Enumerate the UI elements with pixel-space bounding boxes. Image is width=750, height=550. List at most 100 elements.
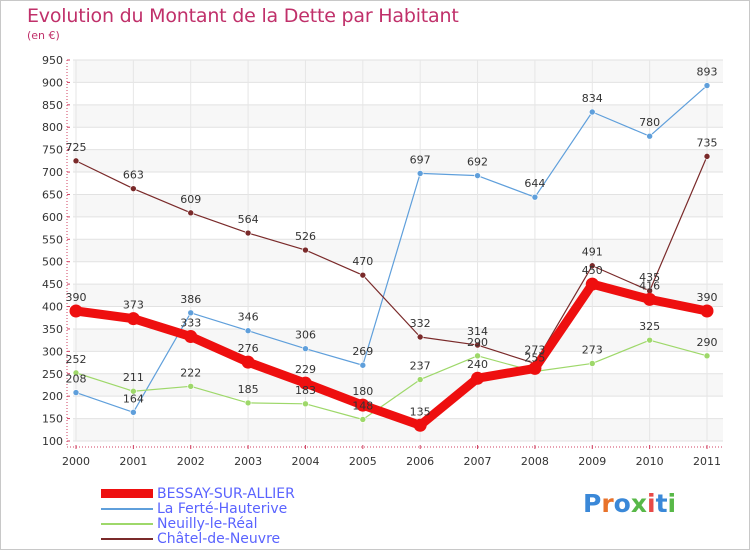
grid-band [73,284,723,307]
data-point-1 [72,389,80,396]
data-label: 314 [467,325,488,338]
legend-swatch [101,522,153,525]
data-point-1 [531,193,539,201]
x-tick-label: 2009 [578,455,606,468]
legend-item: Châtel-de-Neuvre [101,530,295,547]
data-label: 135 [410,405,431,418]
data-label: 290 [467,336,488,349]
data-point-3 [474,341,481,349]
x-tick-label: 2002 [177,455,205,468]
legend-item: La Ferté-Hauterive [101,500,295,517]
x-tick-label: 2010 [636,455,664,468]
grid-band [73,60,723,83]
data-label: 697 [410,153,431,166]
y-tick-label: 850 [42,99,63,112]
data-label: 435 [639,271,660,284]
data-point-2 [474,352,481,360]
y-tick-label: 450 [42,278,63,291]
y-tick-label: 750 [42,144,63,157]
data-label: 290 [697,336,718,349]
data-point-3 [130,185,137,192]
data-point-3 [359,271,367,279]
logo-letter: i [667,489,677,518]
data-label: 470 [352,255,373,268]
data-label: 735 [697,136,718,149]
chart-legend: BESSAY-SUR-ALLIER La Ferté-Hauterive Neuil… [101,486,295,547]
data-point-3 [703,153,711,160]
y-tick-label: 700 [42,166,63,179]
y-tick-label: 400 [42,301,63,314]
data-label: 222 [180,366,201,379]
data-point-1 [416,170,424,177]
data-label: 273 [582,343,603,356]
y-tick-label: 900 [42,76,63,89]
logo-letter: t [655,489,668,518]
data-label: 390 [697,291,718,304]
chart-title: Evolution du Montant de la Dette par Hab… [27,5,459,27]
logo-letter: o [613,489,631,518]
data-label: 229 [295,363,316,376]
data-point-0 [528,361,542,375]
y-tick-label: 200 [42,390,63,403]
data-point-2 [703,352,711,360]
data-point-2 [72,369,80,377]
data-point-2 [244,399,252,407]
x-tick-label: 2004 [291,455,319,468]
data-point-1 [187,309,195,317]
data-label: 780 [639,116,660,129]
data-point-2 [588,360,596,367]
grid-band [73,194,723,217]
y-tick-label: 800 [42,121,63,134]
series-line-0 [71,279,712,430]
data-label: 148 [352,399,373,412]
data-point-0 [700,304,714,318]
data-point-0 [126,312,140,326]
x-tick-label: 2007 [464,455,492,468]
y-tick-label: 600 [42,211,63,224]
data-point-1 [588,108,596,116]
data-label: 211 [123,371,144,384]
data-label: 273 [524,343,545,356]
data-label: 332 [410,317,431,330]
x-tick-label: 2005 [349,455,377,468]
legend-label: Châtel-de-Neuvre [157,530,281,547]
grid-band [73,418,723,441]
data-point-2 [416,376,424,383]
data-label: 255 [524,352,545,365]
data-label: 276 [238,342,259,355]
logo-letter: x [630,489,647,518]
data-label: 237 [410,360,431,373]
x-tick-label: 2011 [693,455,721,468]
y-tick-label: 650 [42,188,63,201]
data-label: 725 [66,141,87,154]
data-point-1 [130,409,137,416]
y-tick-label: 950 [42,54,63,67]
data-label: 306 [295,329,316,342]
x-tick-label: 2008 [521,455,549,468]
data-point-2 [187,383,195,390]
data-point-0 [413,418,427,432]
y-tick-label: 350 [42,323,63,336]
data-label: 346 [238,311,259,324]
data-label: 491 [582,246,603,259]
y-tick-label: 550 [42,233,63,246]
data-label: 325 [639,320,660,333]
x-tick-label: 2001 [119,455,147,468]
data-point-1 [474,172,481,179]
data-point-0 [69,304,83,318]
data-point-3 [72,157,80,165]
data-label: 692 [467,156,488,169]
data-label: 416 [639,279,660,292]
data-label: 450 [582,264,603,277]
grid-band [73,149,723,173]
data-label: 208 [66,373,87,386]
legend-label: La Ferté-Hauterive [157,500,288,517]
data-label: 386 [180,293,201,306]
data-label: 663 [123,169,144,182]
data-label: 252 [66,353,87,366]
data-point-1 [302,345,309,352]
grid-band [73,373,723,397]
legend-item: BESSAY-SUR-ALLIER [101,486,295,502]
